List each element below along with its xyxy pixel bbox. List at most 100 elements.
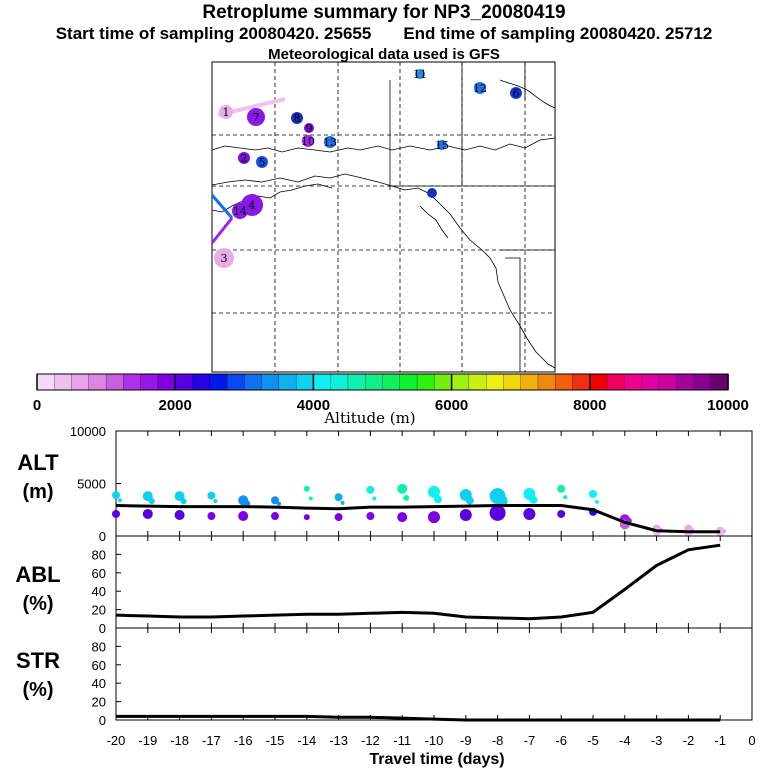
map-marker-dot [304,123,314,133]
y-tick-label: 10000 [70,424,106,439]
x-tick-label: -3 [651,733,663,748]
alt-point-mid [277,501,281,506]
alt-point-upper [207,491,216,500]
alt-point-lower [428,511,440,524]
colorbar-swatch [503,373,522,391]
colorbar-swatch [261,373,280,391]
colorbar-swatch [451,373,470,391]
map-marker-dot [291,112,303,124]
panel-unit: (%) [22,593,53,615]
alt-point-upper [174,491,185,502]
alt-point-lower [523,507,536,520]
colorbar-swatch [175,373,194,391]
map-marker-13: 13 [323,136,337,149]
map-marker-1: 1 [219,105,233,119]
alt-point-upper [428,485,440,498]
map-marker-9: 9 [304,122,314,135]
map-marker-label: 7 [253,111,260,124]
colorbar-swatch [295,373,315,391]
colorbar-swatch [157,373,176,391]
colorbar-tick-label: 2000 [159,397,192,414]
colorbar-swatch [347,373,366,391]
map-marker-dot [474,82,486,94]
x-tick-label: 0 [748,733,755,748]
colorbar-tick-label: 4000 [297,397,330,414]
alt-point-upper [271,496,279,505]
chart-title: Retroplume summary for NP3_20080419 [202,2,566,23]
map-marker-5: 5 [256,156,268,169]
x-tick-label: -2 [683,733,695,748]
y-tick-label: 20 [92,603,106,618]
y-tick-label: 5000 [77,477,106,492]
alt-point-mid [465,496,474,505]
alt-point-mid [244,500,251,507]
map-marker-3: 3 [214,248,234,268]
colorbar-swatch [36,373,55,391]
alt-mean-line [115,504,721,534]
colorbar-swatch [572,373,591,391]
map-marker-dot [427,188,437,198]
alt-point-upper [112,491,120,500]
map-marker-dot [247,108,265,126]
map-marker-label: 10 [301,135,315,148]
colorbar-tick-label: 6000 [435,397,468,414]
x-tick-label: -1 [714,733,726,748]
alt-point-mid [148,498,155,505]
map-marker-14: 14 [232,203,248,219]
map-marker-label: 15 [435,139,449,152]
sampling-times: Start time of sampling 20080420. 25655 En… [0,24,768,44]
colorbar-swatch [676,373,695,391]
map-marker-label: 11 [413,68,427,81]
x-tick-label: -12 [361,733,380,748]
map-marker-label: 9 [306,122,313,135]
x-tick-label: -7 [524,733,536,748]
colorbar-swatch [54,373,73,391]
map-marker-7: 7 [247,108,265,126]
x-axis-title: Travel time (days) [369,751,504,768]
map-marker-dot [415,69,425,79]
colorbar-swatch [606,373,626,391]
trajectory-segment [210,217,234,244]
map-marker-label: 1 [223,106,230,119]
alt-point-mid [308,496,313,501]
panel-abl: 0 20 40 60 80 ABL (%) [15,535,753,636]
colorbar-swatch [123,373,142,391]
colorbar-swatch [244,373,263,391]
colorbar-tick-label: 0 [33,397,41,414]
start-time-label: Start time of sampling 20080420. 25655 [55,24,372,43]
y-tick-label: 0 [99,529,106,544]
map-marker-15: 15 [435,139,449,152]
alt-point-lower [271,512,279,521]
colorbar-swatch [710,373,729,391]
colorbar-swatch [416,373,435,391]
x-tick-label: -4 [619,733,631,748]
y-tick-label: 80 [92,547,106,562]
x-tick-label: -13 [329,733,348,748]
trajectory-segment [210,194,234,219]
alt-point-mid [595,499,599,504]
map-marker-dot [232,203,248,219]
str-line [116,714,721,722]
coastlines [211,62,556,372]
alt-point-mid [403,494,410,501]
map-marker-6: 6 [510,87,522,100]
map-marker-dot [256,156,268,168]
map-marker-dot [324,136,336,148]
map-marker-12: 12 [473,82,487,95]
alt-point-lower [557,509,566,518]
x-tick-label: -5 [587,733,599,748]
x-tick-label: -6 [555,733,567,748]
panel-str: 0 20 40 60 80 STR (%) [16,627,753,728]
alt-point-lower [112,509,120,518]
x-tick-label: -9 [460,733,472,748]
colorbar-swatch [624,373,643,391]
map-frame [211,61,556,373]
alt-point-mid [180,498,187,505]
x-tick-label: -18 [170,733,189,748]
colorbar-swatch [88,373,107,391]
colorbar-swatch [641,373,660,391]
time-series-panels: 0 5000 10000 ALT (m) 0 20 40 60 80 ABL (%) 0 20 40 60 80… [15,424,755,768]
colorbar-swatch [693,373,712,391]
map-marker-label: 13 [323,136,337,149]
